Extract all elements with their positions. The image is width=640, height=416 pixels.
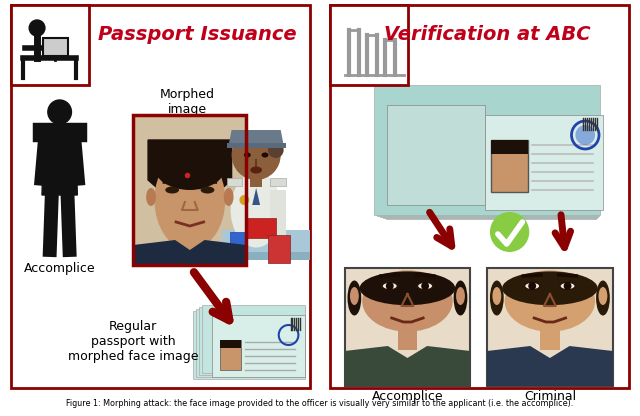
Bar bbox=[10, 5, 310, 388]
Text: Criminal: Criminal bbox=[524, 390, 576, 403]
Circle shape bbox=[575, 125, 595, 145]
Ellipse shape bbox=[381, 282, 399, 290]
Ellipse shape bbox=[224, 188, 234, 206]
Bar bbox=[227, 143, 285, 148]
Polygon shape bbox=[173, 215, 192, 228]
Bar bbox=[202, 305, 305, 373]
Polygon shape bbox=[42, 132, 77, 195]
Ellipse shape bbox=[244, 153, 251, 158]
Bar bbox=[377, 89, 599, 216]
Polygon shape bbox=[133, 240, 246, 265]
Ellipse shape bbox=[561, 283, 575, 289]
Bar bbox=[133, 115, 246, 265]
Bar bbox=[487, 268, 612, 386]
Ellipse shape bbox=[490, 280, 504, 315]
Bar bbox=[220, 340, 241, 370]
Text: Figure 1: Morphing attack: the face image provided to the officer is visually ve: Figure 1: Morphing attack: the face imag… bbox=[67, 399, 573, 408]
Text: Accomplice: Accomplice bbox=[24, 262, 95, 275]
Bar bbox=[133, 115, 246, 265]
Ellipse shape bbox=[165, 186, 179, 193]
Circle shape bbox=[564, 282, 572, 290]
Bar bbox=[330, 5, 630, 388]
Bar bbox=[386, 101, 596, 219]
Bar bbox=[540, 328, 560, 350]
Circle shape bbox=[232, 130, 281, 180]
Polygon shape bbox=[252, 188, 260, 205]
Polygon shape bbox=[344, 346, 470, 386]
Polygon shape bbox=[148, 140, 232, 205]
Circle shape bbox=[421, 282, 429, 290]
Ellipse shape bbox=[200, 186, 214, 193]
Bar bbox=[374, 85, 600, 215]
Bar bbox=[212, 315, 305, 377]
Polygon shape bbox=[228, 130, 284, 145]
Bar bbox=[270, 178, 285, 186]
Polygon shape bbox=[487, 346, 612, 386]
Text: Verification at ABC: Verification at ABC bbox=[384, 25, 590, 45]
Bar bbox=[491, 140, 528, 192]
Text: Regular
passport with
morphed face image: Regular passport with morphed face image bbox=[68, 320, 198, 363]
Bar bbox=[230, 232, 247, 246]
Circle shape bbox=[48, 100, 72, 124]
Ellipse shape bbox=[230, 173, 282, 248]
Ellipse shape bbox=[362, 270, 452, 332]
Ellipse shape bbox=[492, 287, 501, 305]
Ellipse shape bbox=[504, 270, 595, 332]
Circle shape bbox=[239, 195, 249, 205]
Ellipse shape bbox=[416, 282, 434, 290]
Ellipse shape bbox=[383, 283, 397, 289]
Bar bbox=[387, 105, 485, 205]
Circle shape bbox=[29, 20, 45, 36]
Circle shape bbox=[386, 282, 394, 290]
Ellipse shape bbox=[456, 287, 465, 305]
Bar bbox=[227, 178, 243, 186]
Polygon shape bbox=[188, 188, 230, 228]
Bar bbox=[344, 268, 470, 386]
Circle shape bbox=[268, 142, 284, 158]
Bar bbox=[221, 230, 310, 252]
Ellipse shape bbox=[502, 272, 598, 305]
Ellipse shape bbox=[350, 287, 359, 305]
Ellipse shape bbox=[250, 166, 262, 173]
Bar bbox=[491, 140, 528, 154]
Bar bbox=[199, 307, 305, 375]
Text: Accomplice: Accomplice bbox=[372, 390, 444, 403]
Bar bbox=[397, 328, 417, 350]
Ellipse shape bbox=[596, 280, 610, 315]
Bar bbox=[268, 235, 289, 263]
Ellipse shape bbox=[153, 140, 227, 190]
Ellipse shape bbox=[348, 280, 361, 315]
Bar bbox=[485, 115, 603, 210]
Ellipse shape bbox=[262, 153, 268, 158]
Ellipse shape bbox=[454, 280, 467, 315]
Bar bbox=[43, 38, 67, 56]
Ellipse shape bbox=[154, 150, 225, 250]
Circle shape bbox=[490, 212, 529, 252]
Bar bbox=[270, 190, 285, 245]
Bar bbox=[330, 5, 408, 85]
Ellipse shape bbox=[146, 188, 156, 206]
Text: Passport Issuance: Passport Issuance bbox=[98, 25, 296, 45]
Bar bbox=[193, 311, 305, 379]
Bar bbox=[246, 218, 276, 238]
Ellipse shape bbox=[559, 282, 577, 290]
Bar bbox=[220, 340, 241, 348]
Circle shape bbox=[528, 282, 536, 290]
Ellipse shape bbox=[419, 283, 432, 289]
Ellipse shape bbox=[598, 287, 607, 305]
Text: Morphed
image: Morphed image bbox=[160, 88, 215, 116]
Ellipse shape bbox=[524, 282, 541, 290]
Bar bbox=[380, 93, 598, 217]
Bar bbox=[196, 309, 305, 377]
Ellipse shape bbox=[360, 272, 455, 305]
Bar bbox=[383, 97, 597, 218]
Ellipse shape bbox=[525, 283, 539, 289]
Bar bbox=[10, 5, 89, 85]
Bar bbox=[221, 252, 310, 260]
Bar bbox=[250, 175, 262, 187]
